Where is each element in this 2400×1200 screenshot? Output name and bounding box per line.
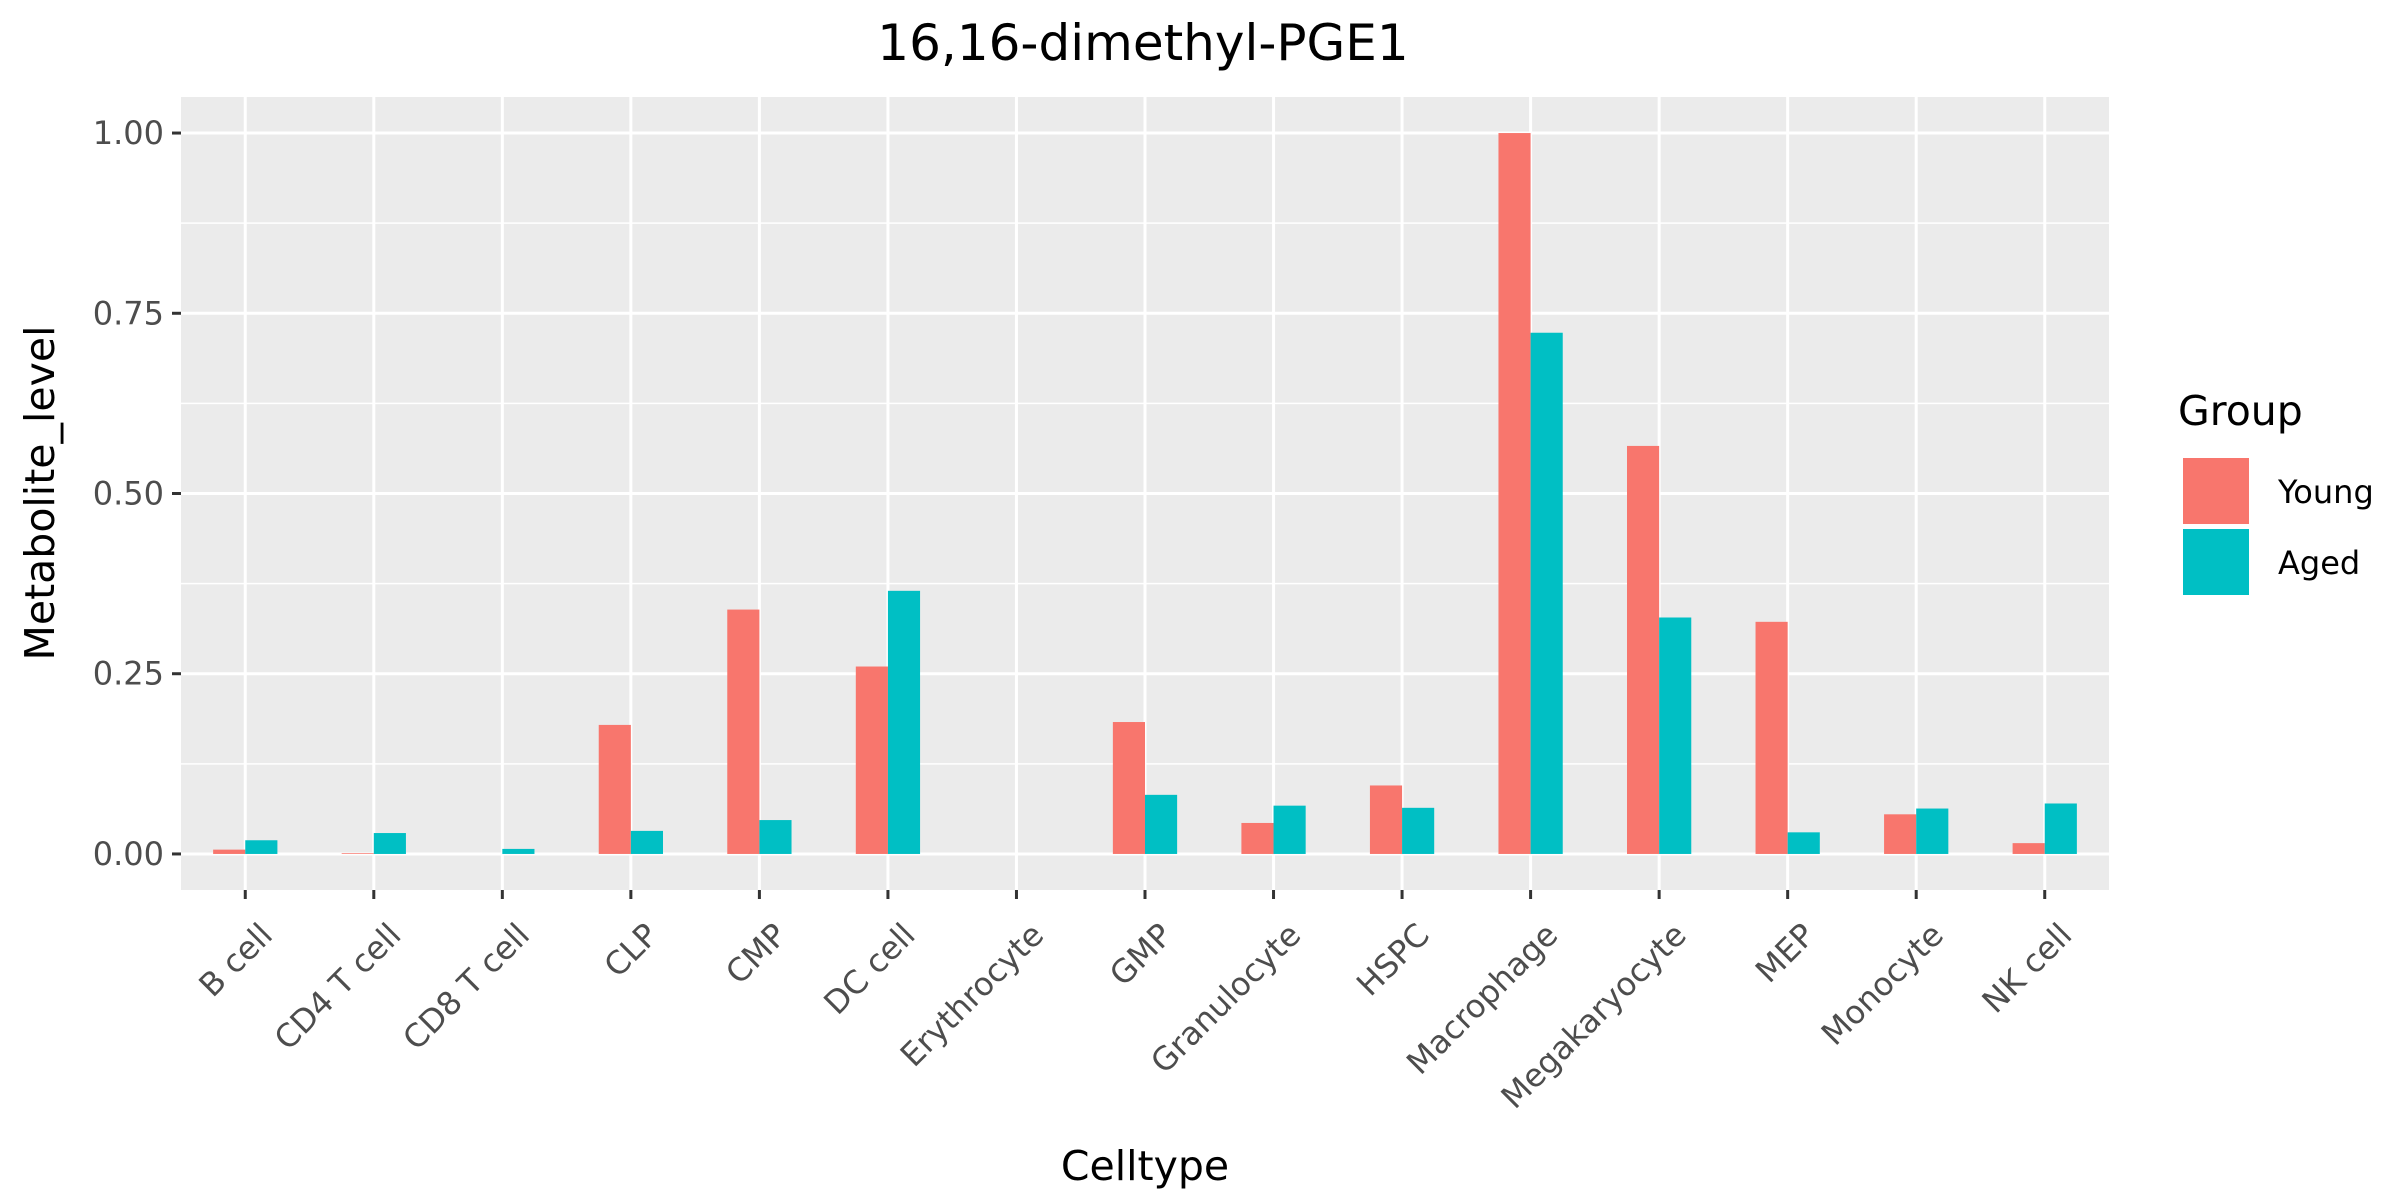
x-tick-label: CLP [597,916,666,985]
legend-label-aged: Aged [2278,544,2360,582]
bar-aged-clp [630,830,663,854]
bar-aged-cmp [759,820,792,854]
bar-young-hspc [1369,785,1403,854]
y-tick-label: 0.00 [93,835,164,873]
bar-young-granulocyte [1241,822,1274,854]
bar-aged-b-cell [245,840,278,854]
x-tick-label: B cell [191,916,280,1005]
y-axis-title: Metabolite_level [16,326,64,661]
y-tick-label: 0.25 [93,655,164,693]
bar-aged-cd4-t-cell [373,833,406,854]
legend: Group Young Aged [2178,387,2374,595]
legend-title: Group [2178,387,2303,435]
legend-key-young [2183,458,2249,524]
bar-young-nk-cell [2012,843,2045,854]
bars [213,133,2077,854]
x-tick-label: CD8 T cell [395,916,537,1058]
bar-aged-hspc [1402,807,1435,854]
bar-aged-dc-cell [887,590,921,854]
x-tick-label: CMP [718,916,794,992]
bar-aged-granulocyte [1273,805,1306,854]
x-tick-label: CD4 T cell [267,916,409,1058]
bar-young-clp [598,724,631,854]
y-axis: 0.00 0.25 0.50 0.75 1.00 [93,114,181,873]
chart-title: 16,16-dimethyl-PGE1 [877,14,1408,72]
x-axis-title: Celltype [1061,1142,1229,1190]
bar-young-b-cell [213,849,246,854]
x-tick-label: HSPC [1349,916,1437,1004]
bar-young-macrophage [1498,133,1531,854]
bar-aged-gmp [1145,794,1178,854]
x-tick-label: MEP [1748,916,1822,990]
bar-young-gmp [1112,722,1145,854]
bar-young-mep [1755,621,1788,854]
bar-young-monocyte [1884,814,1917,854]
y-tick-label: 0.50 [93,475,164,513]
x-tick-label: Monocyte [1814,916,1951,1053]
bar-young-cd4-t-cell [341,853,374,854]
bar-young-dc-cell [855,666,888,854]
y-tick-label: 0.75 [93,294,164,332]
legend-key-aged [2183,529,2249,595]
bar-aged-megakaryocyte [1659,617,1692,854]
bar-young-megakaryocyte [1627,445,1660,854]
legend-label-young: Young [2277,473,2374,511]
bar-aged-macrophage [1530,332,1563,854]
bar-aged-cd8-t-cell [502,848,535,854]
x-tick-label: GMP [1102,916,1180,994]
bar-aged-mep [1787,832,1820,854]
x-tick-label: DC cell [816,916,922,1022]
bar-aged-monocyte [1916,808,1949,854]
bar-young-cmp [727,609,760,854]
x-tick-label: NK cell [1975,916,2080,1021]
y-tick-label: 1.00 [93,114,164,152]
bar-aged-nk-cell [2044,803,2077,854]
